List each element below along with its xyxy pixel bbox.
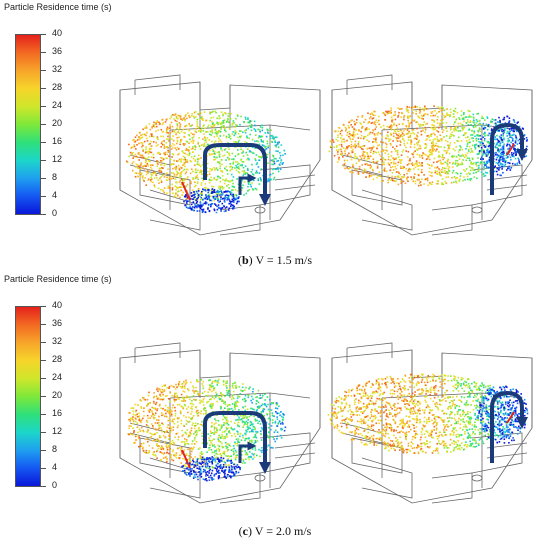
tick-label: 32 [52, 64, 63, 74]
tick-label: 40 [52, 300, 63, 310]
tick-mark [41, 142, 46, 143]
tick-mark [41, 88, 46, 89]
panel-b: Particle Residence time (s) 40 36 32 28 24 20… [4, 2, 533, 267]
tick-label: 20 [52, 390, 63, 400]
caption-text: V = 1.5 m/s [252, 253, 313, 267]
tick-mark [41, 214, 46, 215]
tick-label: 12 [52, 426, 63, 436]
scene-right [328, 74, 533, 236]
scene-left [119, 342, 321, 504]
tick-label: 12 [52, 154, 63, 164]
tick-mark [41, 450, 46, 451]
tick-mark [41, 396, 46, 397]
tick-label: 16 [52, 136, 63, 146]
outlet-cylinder [471, 206, 483, 214]
tick-mark [41, 124, 46, 125]
inlet-marker [506, 143, 515, 156]
outlet-cylinder [471, 474, 483, 482]
flow-arrow [238, 173, 257, 195]
particle-cloud [327, 373, 518, 455]
tick-label: 40 [52, 28, 63, 38]
particle-cloud [127, 378, 287, 470]
legend-title: Particle Residence time (s) [4, 2, 112, 12]
tick-mark [41, 106, 46, 107]
tick-label: 28 [52, 354, 63, 364]
particle-cloud [126, 110, 286, 202]
tick-mark [41, 360, 46, 361]
tick-mark [41, 378, 46, 379]
flow-arrow [490, 390, 528, 463]
flow-arrow [203, 411, 271, 474]
tick-mark [41, 486, 46, 487]
tick-mark [41, 306, 46, 307]
tick-label: 8 [52, 444, 58, 454]
inlet-marker [181, 181, 191, 201]
tick-label: 20 [52, 118, 63, 128]
caption-letter: c [242, 524, 248, 538]
tick-mark [41, 468, 46, 469]
flow-arrow [203, 143, 271, 206]
tick-mark [41, 432, 46, 433]
tick-label: 36 [52, 46, 63, 56]
inlet-marker [181, 449, 191, 469]
room-wireframe [119, 342, 321, 504]
colorbar [15, 306, 41, 487]
tick-mark [41, 178, 46, 179]
caption-text: V = 2.0 m/s [251, 524, 312, 538]
tick-label: 8 [52, 172, 58, 182]
outlet-cylinder [254, 474, 266, 482]
room-wireframe [331, 74, 533, 236]
colorbar [15, 34, 41, 215]
caption-letter: b [241, 253, 249, 267]
tick-label: 36 [52, 318, 63, 328]
tick-label: 0 [52, 480, 58, 490]
legend-title: Particle Residence time (s) [4, 274, 112, 284]
scene-right [327, 342, 533, 504]
tick-mark [41, 414, 46, 415]
tick-mark [41, 196, 46, 197]
room-wireframe [119, 74, 321, 236]
scene-left [119, 74, 321, 236]
flow-arrow [238, 441, 257, 463]
tick-label: 28 [52, 82, 63, 92]
flow-arrow [490, 122, 528, 195]
tick-mark [41, 324, 46, 325]
tick-label: 32 [52, 336, 63, 346]
tick-mark [41, 70, 46, 71]
tick-label: 4 [52, 190, 58, 200]
caption: (c) V = 2.0 m/s [238, 524, 312, 538]
panel-c: Particle Residence time (s) 40 36 32 28 24 20… [0, 272, 550, 542]
particle-cloud [181, 456, 242, 482]
tick-mark [41, 342, 46, 343]
tick-mark [41, 52, 46, 53]
tick-label: 24 [52, 100, 63, 110]
tick-label: 16 [52, 408, 63, 418]
caption: (b) V = 1.5 m/s [237, 253, 313, 267]
tick-mark [41, 160, 46, 161]
tick-mark [41, 34, 46, 35]
tick-label: 0 [52, 208, 58, 218]
particle-cloud [183, 188, 240, 214]
outlet-cylinder [254, 206, 266, 214]
tick-label: 4 [52, 462, 58, 472]
tick-label: 24 [52, 372, 63, 382]
inlet-marker [506, 411, 515, 424]
